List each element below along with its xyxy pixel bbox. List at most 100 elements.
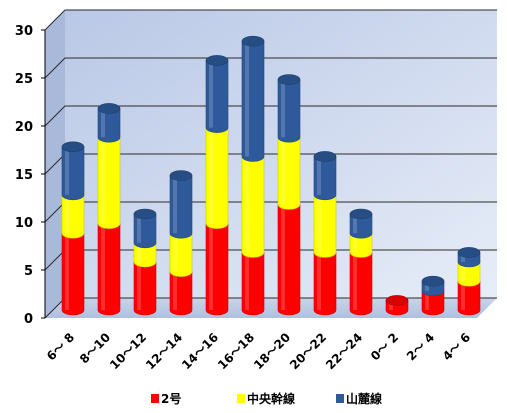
bar-body (241, 40, 265, 162)
bar-highlight (245, 156, 249, 253)
bar-segment (277, 204, 301, 316)
bar-segment (313, 156, 337, 201)
x-tick-label: 10～12 (107, 330, 149, 372)
bar-stack (457, 247, 481, 316)
bar-cap (457, 247, 481, 258)
bar-segment (241, 156, 265, 258)
x-tick-label: 0～ 2 (368, 330, 401, 363)
bar-cap (169, 170, 193, 181)
x-axis: 6～ 8 8～1010～1212～1414～1616～1818～2020～2222… (44, 330, 473, 372)
x-tick-label: 22～24 (323, 330, 365, 372)
bar-highlight (281, 79, 285, 138)
bar-body (205, 223, 229, 316)
bar-stack (205, 55, 229, 316)
y-tick-label: 20 (15, 120, 33, 135)
bar-highlight (101, 108, 105, 138)
bar-stack (169, 170, 193, 316)
bar-body (133, 242, 157, 268)
bar-body (277, 136, 301, 210)
bar-highlight (65, 146, 69, 195)
bar-highlight (137, 262, 141, 310)
y-tick-label: 25 (15, 72, 33, 87)
bar-segment (277, 136, 301, 210)
bar-segment (133, 261, 157, 316)
bar-segment (349, 232, 373, 258)
bar-cap (241, 35, 265, 47)
bar-cap (349, 208, 373, 220)
bar-body (313, 252, 337, 316)
bar-segment (421, 290, 445, 316)
bar-body (169, 232, 193, 277)
bar-body (349, 232, 373, 258)
bar-segment (169, 175, 193, 239)
bar-body (97, 108, 121, 143)
legend-label: 2号 (161, 391, 181, 406)
bar-body (349, 252, 373, 316)
bar-body (277, 204, 301, 316)
bar-stack (277, 74, 301, 316)
y-tick-label: 15 (15, 168, 33, 183)
legend-label: 中央幹線 (247, 391, 295, 406)
bar-cap (421, 275, 445, 287)
y-tick-label: 5 (24, 264, 33, 279)
x-tick-label: 20～22 (287, 330, 329, 372)
bar-cap (313, 151, 337, 162)
bar-body (133, 261, 157, 316)
legend-item: 2号 (151, 391, 181, 406)
gridline (44, 57, 497, 79)
bar-stack (133, 208, 157, 316)
bar-highlight (353, 233, 357, 253)
bar-segment (349, 213, 373, 239)
bar-segment (169, 232, 193, 277)
bar-body (349, 213, 373, 239)
bar-stack (313, 151, 337, 316)
bar-highlight (245, 41, 249, 157)
bar-highlight (209, 60, 213, 128)
bar-cap (97, 103, 121, 114)
bar-stack (97, 103, 121, 316)
bar-body (169, 271, 193, 316)
bar-segment (349, 252, 373, 316)
bar-highlight (425, 281, 429, 291)
bar-segment (241, 40, 265, 162)
bar-body (97, 136, 121, 229)
x-tick-label: 6～ 8 (44, 330, 77, 363)
bar-highlight (317, 252, 321, 310)
y-tick-label: 10 (15, 216, 33, 231)
bar-highlight (389, 300, 393, 310)
bar-highlight (317, 194, 321, 253)
legend-item: 中央幹線 (237, 391, 295, 406)
bar-highlight (461, 252, 465, 262)
legend-label: 山麓線 (346, 391, 382, 406)
bar-highlight (101, 137, 105, 224)
bar-body (133, 213, 157, 249)
bar-highlight (65, 233, 69, 310)
y-axis: 0 5 10 15 20 25 30 (15, 24, 46, 327)
bar-segment (133, 213, 157, 249)
bar-cap (385, 295, 409, 306)
bar-body (241, 156, 265, 258)
gridline (44, 9, 497, 31)
y-tick-label: 30 (15, 24, 33, 39)
bar-segment (97, 223, 121, 316)
bar-body (313, 194, 337, 258)
bar-segment (97, 108, 121, 143)
bar-segment (313, 252, 337, 316)
bar-highlight (353, 214, 357, 234)
x-tick-label: 16～18 (215, 330, 257, 372)
bar-highlight (425, 290, 429, 310)
bar-body (169, 175, 193, 239)
bar-highlight (101, 223, 105, 310)
bars-group (61, 35, 481, 316)
bar-highlight (173, 175, 177, 234)
legend: 2号 中央幹線 山麓線 (151, 391, 382, 406)
legend-swatch (237, 394, 245, 403)
bar-segment (457, 261, 481, 287)
bar-highlight (209, 223, 213, 310)
bar-body (313, 156, 337, 201)
legend-item: 山麓線 (336, 391, 382, 406)
bar-stack (385, 295, 409, 316)
bar-stack (61, 141, 85, 316)
bar-body (205, 127, 229, 229)
bar-cap (277, 74, 301, 85)
